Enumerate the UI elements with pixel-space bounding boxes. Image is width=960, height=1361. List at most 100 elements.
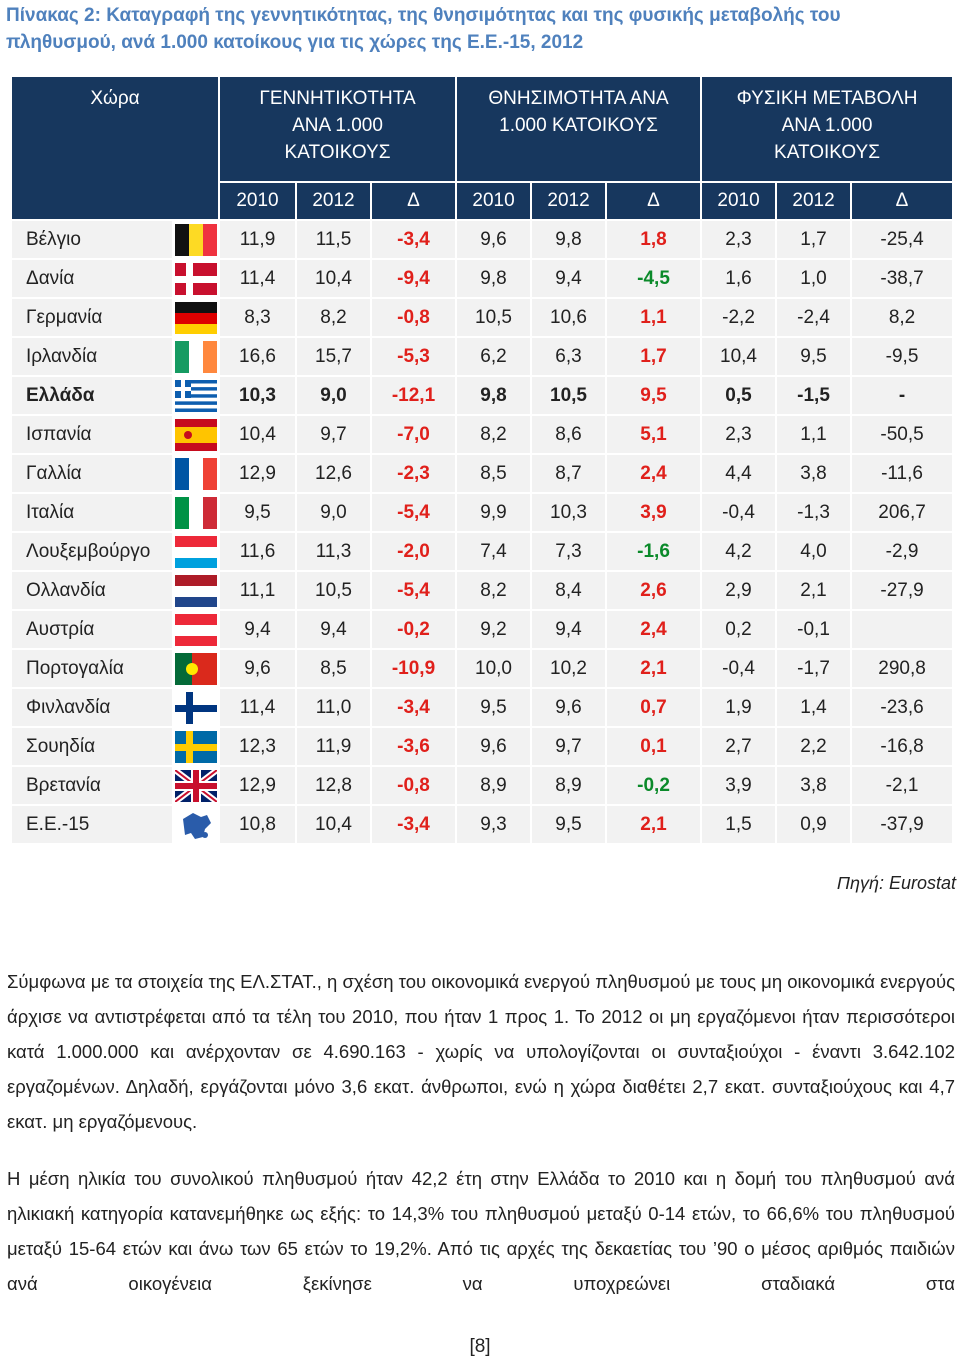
value-cell: -2,9 [850, 531, 955, 572]
flag [175, 574, 217, 607]
table-title: Πίνακας 2: Καταγραφή της γεννητικότητας,… [6, 5, 841, 53]
value-cell: -12,1 [369, 375, 458, 416]
value-cell: 290,8 [850, 648, 955, 689]
table-row: Βρετανία 12,9 12,8 -0,8 8,9 8,9 -0,2 3,9 3,8 -2,1 [10, 765, 955, 806]
value-cell: -7,0 [369, 414, 458, 455]
value-cell: 8,4 [530, 570, 608, 611]
value-cell: 1,0 [775, 258, 853, 299]
value-cell: 3,9 [700, 765, 778, 806]
value-cell: 9,3 [455, 804, 533, 845]
value-cell: 11,0 [295, 687, 372, 728]
sub-header: Δ [850, 181, 955, 221]
flag [175, 769, 217, 802]
country-name: Λουξεμβούργο [10, 531, 174, 572]
value-cell: 2,9 [700, 570, 778, 611]
country-name: Ελλάδα [10, 375, 174, 416]
value-cell: 8,5 [455, 453, 533, 494]
data-table: Χώρα ΓΕΝΝΗΤΙΚΟΤΗΤΑ ΑΝΑ 1.000 ΚΑΤΟΙΚΟΥΣ ΘΝ… [10, 75, 955, 845]
value-cell: 0,5 [700, 375, 778, 416]
value-cell: -9,5 [850, 336, 955, 377]
value-cell: 9,9 [455, 492, 533, 533]
value-cell: 8,9 [530, 765, 608, 806]
value-cell: 12,3 [218, 726, 297, 767]
value-cell: 2,6 [605, 570, 703, 611]
value-cell: 0,2 [700, 609, 778, 650]
value-cell: 1,7 [605, 336, 703, 377]
value-cell: 9,6 [455, 726, 533, 767]
value-cell: 9,7 [295, 414, 372, 455]
flag-cell [172, 648, 220, 689]
flag-cell [172, 765, 220, 806]
flag-cell [172, 219, 220, 260]
value-cell: -0,8 [369, 765, 458, 806]
value-cell: 2,3 [700, 219, 778, 260]
sub-header: 2010 [700, 181, 778, 221]
sub-header: 2012 [530, 181, 608, 221]
group-header: ΘΝΗΣΙΜΟΤΗΤΑ ΑΝΑ 1.000 ΚΑΤΟΙΚΟΥΣ [455, 75, 703, 183]
sub-header: 2012 [775, 181, 853, 221]
value-cell: 9,4 [530, 609, 608, 650]
flag-cell [172, 258, 220, 299]
value-cell: -1,6 [605, 531, 703, 572]
flag [175, 730, 217, 763]
value-cell: 9,5 [455, 687, 533, 728]
value-cell: -0,1 [775, 609, 853, 650]
value-cell: 1,9 [700, 687, 778, 728]
value-cell: 1,1 [605, 297, 703, 338]
country-name: Βρετανία [10, 765, 174, 806]
value-cell: -0,2 [605, 765, 703, 806]
value-cell: -37,9 [850, 804, 955, 845]
group-header: ΦΥΣΙΚΗ ΜΕΤΑΒΟΛΗ ΑΝΑ 1.000 ΚΑΤΟΙΚΟΥΣ [700, 75, 955, 183]
flag-cell [172, 336, 220, 377]
flag [175, 457, 217, 490]
value-cell: 11,5 [295, 219, 372, 260]
value-cell: 12,9 [218, 453, 297, 494]
value-cell: 10,0 [455, 648, 533, 689]
group-header: ΓΕΝΝΗΤΙΚΟΤΗΤΑ ΑΝΑ 1.000 ΚΑΤΟΙΚΟΥΣ [217, 75, 458, 183]
value-cell: 0,1 [605, 726, 703, 767]
group-header-text: ΘΝΗΣΙΜΟΤΗΤΑ ΑΝΑ 1.000 ΚΑΤΟΙΚΟΥΣ [488, 88, 669, 136]
country-name: Ιρλανδία [10, 336, 174, 377]
country-name: Ιταλία [10, 492, 174, 533]
flag-cell [172, 492, 220, 533]
value-cell: 11,1 [218, 570, 297, 611]
value-cell: -1,3 [775, 492, 853, 533]
value-cell: 2,7 [700, 726, 778, 767]
value-cell: 8,7 [530, 453, 608, 494]
value-cell: 9,7 [530, 726, 608, 767]
value-cell: 10,5 [455, 297, 533, 338]
value-cell: 11,9 [295, 726, 372, 767]
value-cell: -2,0 [369, 531, 458, 572]
country-name: Φινλανδία [10, 687, 174, 728]
value-cell: 1,6 [700, 258, 778, 299]
flag [175, 418, 217, 451]
value-cell: 9,4 [295, 609, 372, 650]
value-cell: 2,1 [605, 648, 703, 689]
value-cell: 11,3 [295, 531, 372, 572]
value-cell: 6,2 [455, 336, 533, 377]
value-cell: 10,4 [700, 336, 778, 377]
value-cell: 0,7 [605, 687, 703, 728]
table-row: Γερμανία 8,3 8,2 -0,8 10,5 10,6 1,1 -2,2 -2,4 8,2 [10, 297, 955, 338]
value-cell: 9,0 [295, 375, 372, 416]
value-cell: 1,7 [775, 219, 853, 260]
table-row: Δανία 11,4 10,4 -9,4 9,8 9,4 -4,5 1,6 1,0 -38,7 [10, 258, 955, 299]
value-cell: -3,4 [369, 687, 458, 728]
value-cell: -0,4 [700, 492, 778, 533]
country-name: Γερμανία [10, 297, 174, 338]
value-cell: 3,8 [775, 453, 853, 494]
value-cell: 9,5 [218, 492, 297, 533]
value-cell: -23,6 [850, 687, 955, 728]
value-cell: 4,4 [700, 453, 778, 494]
value-cell: 10,4 [218, 414, 297, 455]
flag [175, 652, 217, 685]
flag-cell [172, 687, 220, 728]
value-cell: 9,4 [218, 609, 297, 650]
value-cell: 9,8 [455, 258, 533, 299]
value-cell: 7,3 [530, 531, 608, 572]
value-cell: 2,1 [775, 570, 853, 611]
flag-cell [172, 531, 220, 572]
value-cell: 8,2 [850, 297, 955, 338]
flag [175, 808, 217, 841]
table-row: Ισπανία 10,4 9,7 -7,0 8,2 8,6 5,1 2,3 1,1 -50,5 [10, 414, 955, 455]
